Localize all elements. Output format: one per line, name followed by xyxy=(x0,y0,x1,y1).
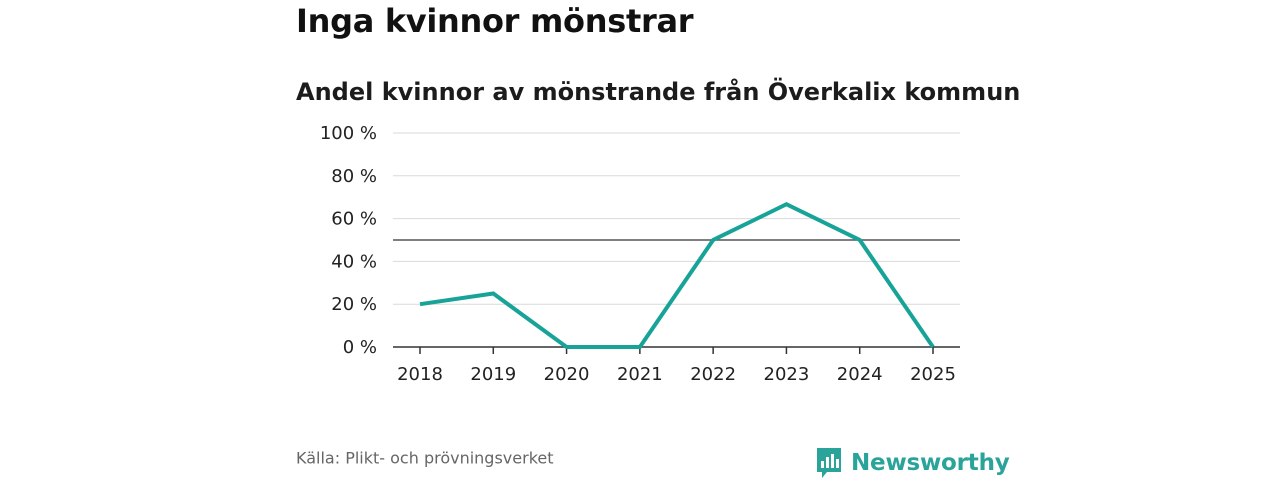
series-group xyxy=(419,202,935,349)
y-tick-label: 0 % xyxy=(343,337,377,358)
chart-subtitle: Andel kvinnor av mönstrande från Överkal… xyxy=(296,78,1021,106)
line-chart: 0 % 20 % 40 % 60 % 80 % 100 % 2018 2019 2020 202… xyxy=(320,123,960,385)
x-tick-label: 2018 xyxy=(397,364,443,385)
x-tick-label: 2023 xyxy=(764,364,810,385)
x-tick-label: 2020 xyxy=(544,364,590,385)
y-axis-ticks: 0 % 20 % 40 % 60 % 80 % 100 % xyxy=(320,123,377,358)
brand-name: Newsworthy xyxy=(851,450,1010,476)
chart-title: Inga kvinnor mönstrar xyxy=(296,2,694,40)
grid-lines xyxy=(393,132,960,305)
x-axis: 2018 2019 2020 2021 2022 2023 2024 2025 xyxy=(393,346,960,385)
x-tick-label: 2022 xyxy=(690,364,736,385)
y-tick-label: 20 % xyxy=(331,294,377,315)
newsworthy-logo-icon xyxy=(817,448,841,478)
y-tick-label: 80 % xyxy=(331,166,377,187)
series-line xyxy=(419,202,935,349)
source-note: Källa: Plikt- och prövningsverket xyxy=(296,448,554,468)
y-tick-label: 100 % xyxy=(320,123,377,144)
x-tick-label: 2021 xyxy=(617,364,663,385)
brand-logo: Newsworthy xyxy=(815,446,1010,480)
y-tick-label: 40 % xyxy=(331,251,377,272)
x-tick-label: 2025 xyxy=(910,364,956,385)
x-tick-label: 2024 xyxy=(837,364,883,385)
x-tick-label: 2019 xyxy=(470,364,516,385)
y-tick-label: 60 % xyxy=(331,209,377,230)
